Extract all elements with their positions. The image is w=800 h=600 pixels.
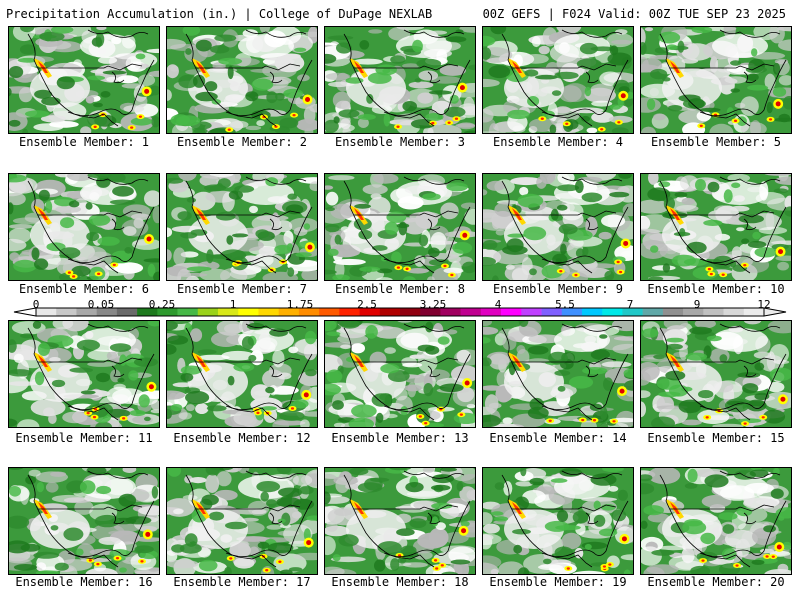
scale-color-bin <box>298 308 320 316</box>
scale-color-bin <box>602 308 623 316</box>
ensemble-map-panel <box>8 26 160 134</box>
ensemble-member-label: Ensemble Member: 12 <box>173 431 311 445</box>
ensemble-map-panel <box>166 173 318 281</box>
ensemble-member-label: Ensemble Member: 14 <box>489 431 627 445</box>
scale-color-bin <box>480 308 502 316</box>
scale-tick-label: 0 <box>32 298 40 311</box>
scale-color-bin <box>541 308 563 316</box>
scale-tick-label: 1.75 <box>286 298 314 311</box>
ensemble-map-panel <box>324 467 476 575</box>
scale-color-bin <box>157 308 178 316</box>
ensemble-member-label: Ensemble Member: 20 <box>647 575 785 589</box>
scale-tick-label: 2.5 <box>357 298 377 311</box>
scale-tick-label: 12 <box>757 298 771 311</box>
scale-color-bin <box>642 308 664 316</box>
scale-color-bin <box>177 308 199 316</box>
scale-color-bin <box>723 308 745 316</box>
ensemble-map-panel <box>8 467 160 575</box>
ensemble-member-label: Ensemble Member: 7 <box>176 282 308 296</box>
scale-color-bin <box>683 308 704 316</box>
ensemble-member-label: Ensemble Member: 16 <box>15 575 153 589</box>
scale-color-bin <box>703 308 724 316</box>
scale-color-bin <box>662 308 684 316</box>
scale-tick-label: 1 <box>229 298 237 311</box>
ensemble-map-panel <box>482 320 634 428</box>
scale-color-bin <box>76 308 97 316</box>
scale-color-bin <box>278 308 300 316</box>
ensemble-member-label: Ensemble Member: 1 <box>18 135 150 149</box>
ensemble-map-panel <box>166 467 318 575</box>
scale-color-bin <box>339 308 360 316</box>
scale-color-bin <box>116 308 138 316</box>
ensemble-member-label: Ensemble Member: 8 <box>334 282 466 296</box>
ensemble-map-panel <box>8 173 160 281</box>
scale-color-bin <box>400 308 421 316</box>
scale-color-bin <box>501 308 522 316</box>
ensemble-map-panel <box>8 320 160 428</box>
scale-color-bin <box>582 308 603 316</box>
scale-color-bin <box>258 308 279 316</box>
scale-tick-label: 4 <box>494 298 502 311</box>
ensemble-member-label: Ensemble Member: 2 <box>176 135 308 149</box>
scale-color-bin <box>36 308 57 316</box>
ensemble-map-panel <box>640 467 792 575</box>
ensemble-map-panel <box>166 320 318 428</box>
ensemble-map-panel <box>640 26 792 134</box>
ensemble-member-label: Ensemble Member: 3 <box>334 135 466 149</box>
scale-color-bin <box>622 308 643 316</box>
ensemble-map-panel <box>482 467 634 575</box>
scale-tick-label: 9 <box>693 298 701 311</box>
scale-color-bin <box>319 308 340 316</box>
scale-tick-label: 3.25 <box>419 298 447 311</box>
scale-color-bin <box>561 308 583 316</box>
ensemble-map-panel <box>640 320 792 428</box>
run-valid-info: 00Z GEFS | F024 Valid: 00Z TUE SEP 23 20… <box>482 7 786 21</box>
scale-tick-label: 0.25 <box>148 298 176 311</box>
scale-color-bin <box>743 308 765 316</box>
scale-color-bin <box>440 308 461 316</box>
ensemble-member-label: Ensemble Member: 18 <box>331 575 469 589</box>
scale-color-bin <box>96 308 118 316</box>
map-title: Precipitation Accumulation (in.) | Colle… <box>6 7 433 21</box>
scale-border <box>35 307 765 317</box>
ensemble-member-label: Ensemble Member: 5 <box>650 135 782 149</box>
scale-color-bin <box>359 308 381 316</box>
scale-color-bin <box>197 308 219 316</box>
ensemble-map-panel <box>482 173 634 281</box>
color-scale-bar <box>13 307 787 317</box>
ensemble-map-panel <box>324 173 476 281</box>
scale-color-bin <box>137 308 158 316</box>
scale-color-bin <box>238 308 259 316</box>
ensemble-member-label: Ensemble Member: 10 <box>647 282 785 296</box>
scale-tick-label: 7 <box>626 298 634 311</box>
ensemble-member-label: Ensemble Member: 19 <box>489 575 627 589</box>
ensemble-map-panel <box>166 26 318 134</box>
scale-color-bin <box>521 308 542 316</box>
ensemble-map-panel <box>324 26 476 134</box>
ensemble-member-label: Ensemble Member: 13 <box>331 431 469 445</box>
scale-color-bin <box>420 308 441 316</box>
scale-tick-label: 5.5 <box>555 298 575 311</box>
ensemble-member-label: Ensemble Member: 4 <box>492 135 624 149</box>
scale-color-bin <box>218 308 239 316</box>
scale-tick-label: 0.05 <box>87 298 115 311</box>
ensemble-member-label: Ensemble Member: 17 <box>173 575 311 589</box>
scale-color-bin <box>379 308 401 316</box>
ensemble-map-panel <box>324 320 476 428</box>
ensemble-map-panel <box>482 26 634 134</box>
ensemble-map-panel <box>640 173 792 281</box>
scale-color-bin <box>56 308 77 316</box>
ensemble-member-label: Ensemble Member: 15 <box>647 431 785 445</box>
ensemble-member-label: Ensemble Member: 9 <box>492 282 624 296</box>
ensemble-member-label: Ensemble Member: 6 <box>18 282 150 296</box>
ensemble-member-label: Ensemble Member: 11 <box>15 431 153 445</box>
scale-color-bin <box>460 308 482 316</box>
